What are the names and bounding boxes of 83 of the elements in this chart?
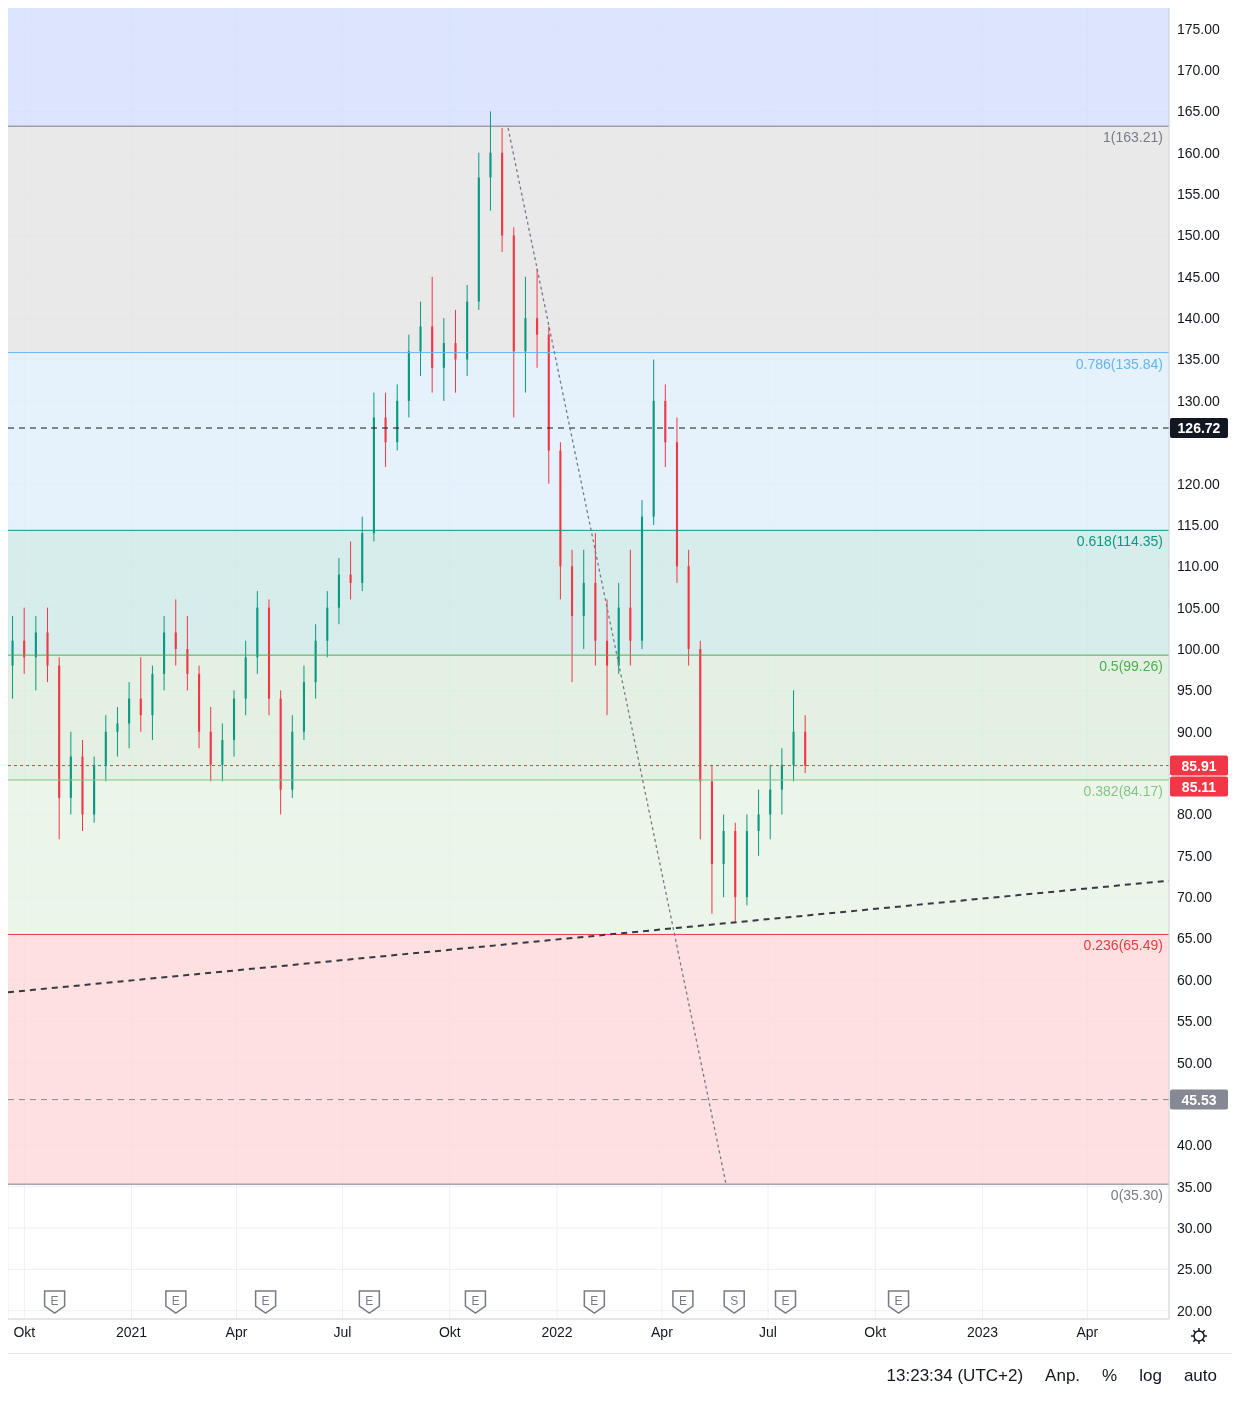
x-tick-label: Okt (13, 1323, 36, 1340)
y-tick-label: 165.00 (1177, 103, 1221, 120)
shield-icon: E (887, 1290, 910, 1314)
ref-line-label: 0.5(99.26) (1099, 658, 1163, 675)
text: auto (1183, 1366, 1217, 1386)
candlestick (349, 541, 352, 600)
y-tick-label: 65.00 (1177, 930, 1213, 947)
x-tick-label: Jul (759, 1323, 777, 1340)
candlestick (454, 309, 457, 394)
annotation: S (730, 1294, 739, 1308)
y-tick-label: 50.00 (1177, 1054, 1213, 1071)
y-tick-label: 30.00 (1177, 1219, 1213, 1236)
x-tick-label: Apr (1076, 1323, 1099, 1340)
shield-icon: E (43, 1290, 66, 1314)
y-tick-label: 135.00 (1177, 351, 1221, 368)
shield-icon: E (358, 1290, 381, 1314)
y-tick-label: 55.00 (1177, 1013, 1213, 1030)
ref-line-label: 0.382(84.17) (1083, 782, 1163, 799)
y-tick-label: 80.00 (1177, 806, 1213, 823)
y-tick-label: 35.00 (1177, 1178, 1213, 1195)
candlestick (139, 656, 142, 733)
annotation: E (894, 1294, 903, 1308)
ref-line-label: 126.72 (1177, 420, 1221, 437)
annotation: E (171, 1294, 180, 1308)
annotation: E (781, 1294, 790, 1308)
shield-icon: S (723, 1290, 745, 1314)
text: 85.11 (1181, 778, 1217, 795)
x-tick-label: Apr (651, 1323, 674, 1340)
ref-line-label: 85.91 (1181, 757, 1217, 774)
y-tick-label: 60.00 (1177, 971, 1213, 988)
y-tick-label: 20.00 (1177, 1302, 1213, 1319)
candlestick (116, 706, 119, 758)
y-tick-label: 40.00 (1177, 1137, 1213, 1154)
ref-line-label: 0.786(135.84) (1075, 355, 1163, 372)
ref-line-label: 1(163.21) (1103, 129, 1163, 146)
candlestick (757, 789, 760, 857)
annotation: E (471, 1294, 480, 1308)
annotation: E (50, 1294, 59, 1308)
shield-icon: E (464, 1290, 487, 1314)
y-tick-label: 140.00 (1177, 310, 1221, 327)
candlestick (536, 268, 539, 369)
y-tick-label: 175.00 (1177, 20, 1221, 37)
annotation: E (261, 1294, 270, 1308)
y-tick-label: 155.00 (1177, 186, 1221, 203)
y-tick-label: 160.00 (1177, 144, 1221, 161)
shield-icon: E (774, 1290, 797, 1314)
y-tick-label: 105.00 (1177, 599, 1221, 616)
y-tick-label: 170.00 (1177, 62, 1221, 78)
annotation: E (678, 1294, 687, 1308)
y-tick-label: 90.00 (1177, 723, 1213, 740)
x-tick-label: 2021 (115, 1323, 148, 1340)
x-tick-label: Jul (333, 1323, 352, 1340)
text: log (1139, 1366, 1162, 1386)
shield-icon: E (672, 1290, 694, 1314)
y-tick-label: 110.00 (1177, 558, 1219, 575)
x-tick-label: Okt (438, 1323, 461, 1340)
x-tick-label: 2023 (966, 1323, 999, 1340)
text: 13:23:34 (UTC+2) (886, 1366, 1024, 1386)
ref-line-label: 45.53 (1181, 1091, 1217, 1108)
y-tick-label: 115.00 (1177, 516, 1219, 533)
text: Anp. (1045, 1366, 1081, 1386)
shield-icon: E (583, 1290, 606, 1314)
shield-icon: E (254, 1290, 277, 1314)
x-tick-label: 2022 (541, 1323, 573, 1340)
text: % (1102, 1366, 1118, 1386)
y-tick-label: 130.00 (1177, 392, 1221, 409)
y-tick-label: 100.00 (1177, 641, 1221, 657)
annotation: E (365, 1294, 374, 1308)
y-tick-label: 95.00 (1177, 682, 1213, 699)
y-tick-label: 25.00 (1177, 1261, 1213, 1278)
y-tick-label: 145.00 (1177, 268, 1221, 285)
y-tick-label: 70.00 (1177, 889, 1213, 906)
annotation: E (590, 1294, 599, 1308)
x-tick-label: Apr (225, 1323, 248, 1340)
y-tick-label: 120.00 (1177, 475, 1221, 492)
y-tick-label: 75.00 (1177, 847, 1213, 864)
candlestick (174, 598, 177, 667)
ref-line-label: 0.618(114.35) (1076, 533, 1163, 550)
ref-line-label: 0.236(65.49) (1083, 937, 1163, 954)
shield-icon: E (165, 1290, 187, 1314)
y-tick-label: 150.00 (1177, 227, 1221, 244)
ref-line-label: 0(35.30) (1110, 1187, 1163, 1204)
x-tick-label: Okt (864, 1323, 887, 1340)
